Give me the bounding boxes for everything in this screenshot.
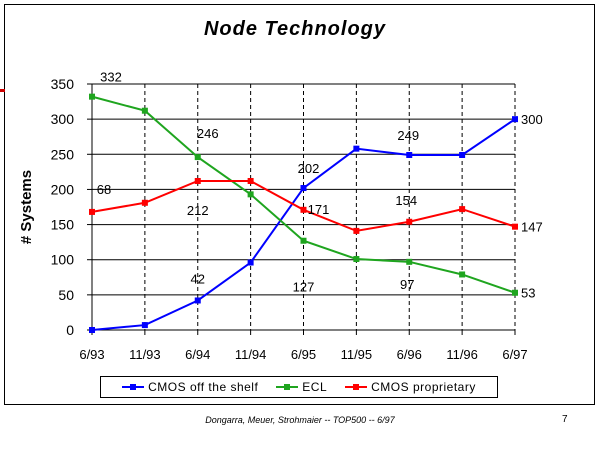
data-label: 300 — [521, 112, 543, 127]
data-point — [406, 151, 413, 158]
data-label: 154 — [395, 193, 417, 208]
data-point — [300, 206, 307, 213]
data-label: 246 — [197, 126, 219, 141]
legend-label: CMOS proprietary — [371, 380, 476, 394]
data-point — [194, 154, 201, 161]
y-tick-label: 250 — [51, 146, 75, 162]
y-tick-label: 100 — [51, 252, 75, 268]
data-point — [247, 191, 254, 198]
data-point — [406, 258, 413, 265]
data-point — [459, 151, 466, 158]
data-label: 147 — [521, 220, 543, 235]
y-tick-label: 200 — [51, 181, 75, 197]
page-number: 7 — [562, 414, 568, 425]
x-tick-label: 6/95 — [291, 347, 316, 362]
y-tick-label: 300 — [51, 111, 75, 127]
data-label: 42 — [191, 271, 205, 286]
data-label: 127 — [293, 280, 315, 295]
data-label: 53 — [521, 286, 535, 301]
legend-swatch — [122, 382, 145, 392]
legend-item: CMOS proprietary — [345, 380, 476, 394]
data-point — [353, 227, 360, 234]
y-tick-label: 0 — [66, 322, 74, 338]
data-label: 97 — [400, 277, 414, 292]
data-point — [512, 289, 518, 296]
x-tick-label: 6/93 — [79, 347, 104, 362]
y-tick-label: 350 — [51, 76, 75, 92]
legend-swatch — [345, 382, 368, 392]
y-tick-label: 50 — [58, 287, 74, 303]
y-tick-label: 150 — [51, 217, 75, 233]
x-tick-label: 6/96 — [397, 347, 422, 362]
y-axis-label: # Systems — [18, 170, 35, 244]
data-point — [194, 177, 201, 184]
legend-swatch — [276, 382, 299, 392]
data-label: 68 — [97, 182, 111, 197]
x-tick-label: 11/94 — [235, 347, 267, 362]
data-point — [353, 256, 360, 263]
data-point — [89, 208, 95, 215]
data-point — [300, 185, 307, 192]
legend-label: CMOS off the shelf — [148, 380, 259, 394]
x-tick-label: 6/97 — [502, 347, 527, 362]
data-label: 171 — [308, 202, 330, 217]
legend-label: ECL — [302, 380, 328, 394]
x-tick-label: 11/93 — [129, 347, 161, 362]
slide-footer: Dongarra, Meuer, Strohmaier -- TOP500 --… — [205, 415, 395, 425]
data-point — [141, 199, 148, 206]
slide-frame — [4, 4, 595, 405]
x-tick-label: 11/95 — [341, 347, 373, 362]
data-point — [89, 327, 95, 333]
x-tick-label: 6/94 — [185, 347, 210, 362]
data-label: 332 — [100, 70, 122, 85]
slide-edge-marker — [0, 89, 5, 92]
data-point — [459, 271, 466, 278]
data-point — [459, 206, 466, 213]
data-label: 202 — [298, 161, 320, 176]
data-label: 249 — [397, 128, 419, 143]
data-point — [247, 259, 254, 266]
chart-title: Node Technology — [203, 18, 387, 40]
chart-legend: CMOS off the shelf ECL CMOS proprietary — [100, 376, 498, 398]
data-point — [247, 177, 254, 184]
data-point — [300, 237, 307, 244]
data-point — [406, 218, 413, 225]
data-point — [89, 93, 95, 100]
legend-item: CMOS off the shelf — [122, 380, 258, 394]
data-point — [512, 223, 518, 230]
line-chart: 0 50 100 150 200 250 300 350 6/93 11/93 6/94 11/94 6… — [18, 70, 543, 362]
legend-item: ECL — [276, 380, 327, 394]
data-point — [194, 297, 201, 304]
data-point — [141, 322, 148, 329]
data-point — [512, 116, 518, 123]
data-label: 212 — [187, 203, 209, 218]
data-point — [141, 107, 148, 114]
x-tick-label: 11/96 — [446, 347, 478, 362]
data-point — [353, 145, 360, 152]
